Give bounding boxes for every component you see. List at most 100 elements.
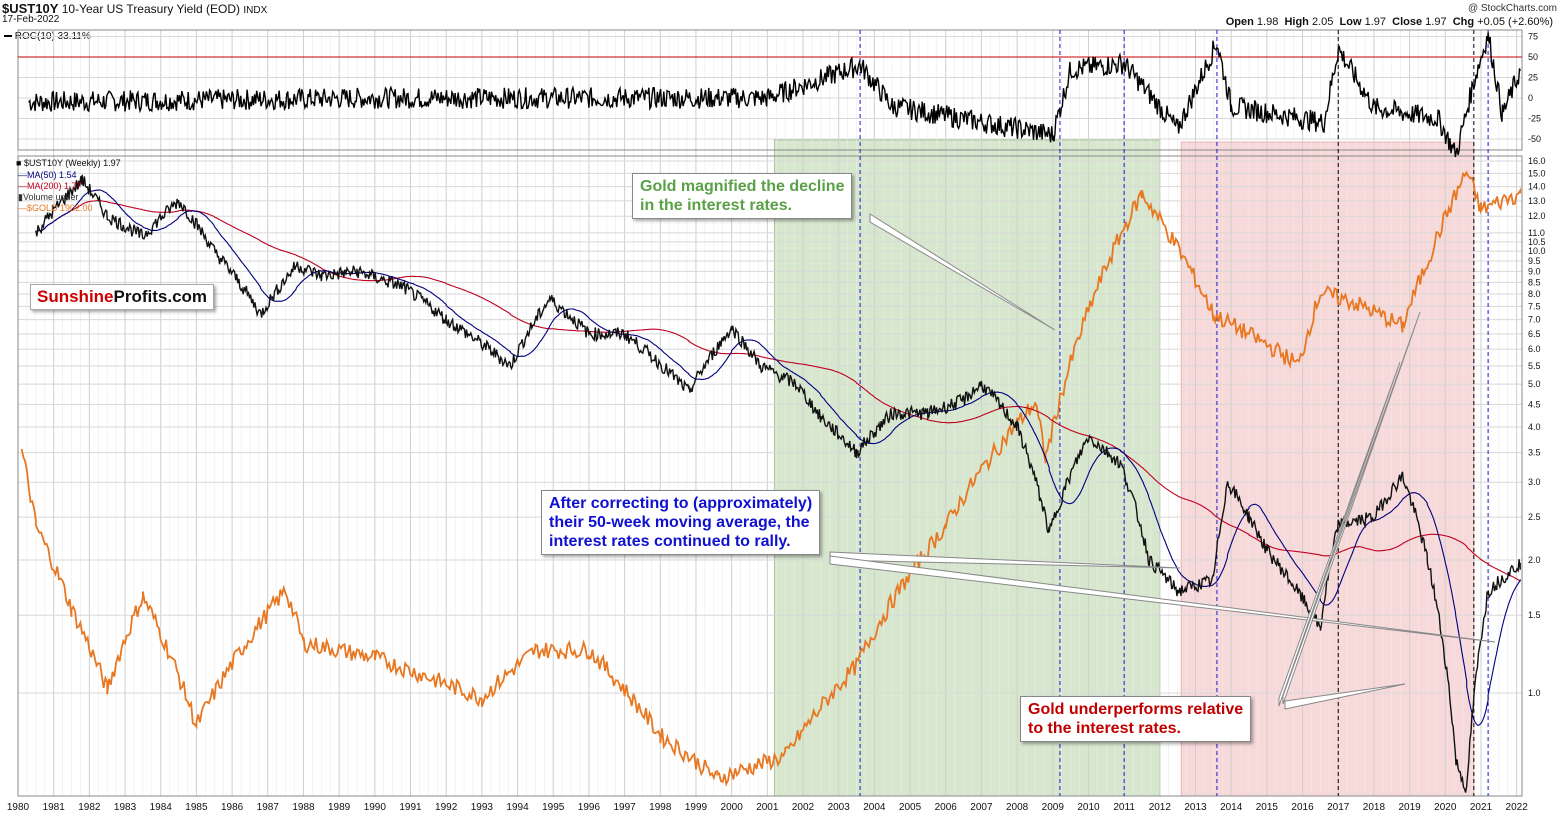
- y-tick-label: 15.0: [1528, 168, 1546, 178]
- y-tick-label: 9.5: [1528, 256, 1541, 266]
- y-tick-label: 2.5: [1528, 512, 1541, 522]
- low-label: Low: [1339, 16, 1362, 28]
- pointer-red-3: [1284, 683, 1406, 710]
- x-tick-label: 2017: [1327, 802, 1350, 813]
- x-tick-label: 1984: [150, 802, 173, 813]
- exchange: INDX: [243, 5, 268, 16]
- ma50-line: [35, 189, 1521, 726]
- y-tick-label: 4.5: [1528, 399, 1541, 409]
- callout-red-line2: to the interest rates.: [1028, 720, 1181, 737]
- ma200-line: [35, 200, 1521, 582]
- symbol-description: 10-Year US Treasury Yield (EOD): [61, 2, 241, 16]
- y-tick-label: 7.0: [1528, 315, 1541, 325]
- callout-red: Gold underperforms relative to the inter…: [1020, 696, 1252, 742]
- x-tick-label: 2016: [1291, 802, 1314, 813]
- y-tick-label: 2.0: [1528, 555, 1541, 565]
- logo-part2: Profits.com: [113, 287, 208, 306]
- callout-green-line2: in the interest rates.: [640, 197, 793, 214]
- callout-green: Gold magnified the decline in the intere…: [632, 173, 853, 219]
- x-tick-label: 1987: [257, 802, 280, 813]
- legend-ma200: —MA(200) 1.77: [18, 181, 82, 191]
- callout-green-line1: Gold magnified the decline: [640, 178, 845, 195]
- x-tick-label: 2004: [863, 802, 886, 813]
- close-label: Close: [1392, 16, 1423, 28]
- x-tick-label: 2019: [1398, 802, 1421, 813]
- x-tick-label: 1988: [292, 802, 315, 813]
- y-tick-label: 11.0: [1528, 228, 1545, 238]
- open-label: Open: [1225, 16, 1254, 28]
- x-tick-label: 2018: [1363, 802, 1386, 813]
- y-tick-label: 1.5: [1528, 610, 1541, 620]
- x-tick-label: 1990: [364, 802, 387, 813]
- x-tick-label: 2012: [1149, 802, 1172, 813]
- axis-ticks: 1980 1981 1982 1983 1984 1985 1986 1987 1988 1989…: [7, 32, 1546, 814]
- y-tick-label: 10.0: [1528, 246, 1546, 256]
- close-value: 1.97: [1425, 16, 1447, 28]
- x-tick-label: 2015: [1256, 802, 1279, 813]
- legend-gold: —$GOLD 1902.00: [18, 203, 93, 213]
- x-tick-label: 1998: [649, 802, 672, 813]
- roc-tick-label: 50: [1528, 52, 1538, 62]
- x-tick-label: 2005: [899, 802, 922, 813]
- callout-blue-line3: interest rates continued to rally.: [549, 533, 791, 550]
- x-tick-label: 1982: [78, 802, 101, 813]
- pointer-red-1: [1282, 311, 1421, 705]
- ohlc-readout: Open 1.98 High 2.05 Low 1.97 Close 1.97 …: [1226, 16, 1553, 28]
- logo-part1: Sunshine: [37, 287, 114, 306]
- legend-gold-text: $GOLD 1902.00: [27, 203, 93, 213]
- ust10y-line: [35, 174, 1521, 793]
- x-tick-label: 2000: [721, 802, 744, 813]
- y-tick-label: 5.0: [1528, 379, 1541, 389]
- x-tick-label: 2022: [1506, 802, 1529, 813]
- x-tick-label: 2001: [756, 802, 779, 813]
- y-tick-label: 16.0: [1528, 156, 1546, 166]
- y-tick-label: 7.5: [1528, 301, 1541, 311]
- low-value: 1.97: [1364, 16, 1386, 28]
- pointer-green: [869, 213, 1056, 331]
- x-tick-label: 2020: [1434, 802, 1457, 813]
- panel-frames: [17, 29, 1523, 797]
- y-tick-label: 3.0: [1528, 477, 1541, 487]
- y-tick-label: 13.0: [1528, 196, 1546, 206]
- x-tick-label: 2010: [1077, 802, 1100, 813]
- x-tick-label: 1995: [542, 802, 565, 813]
- y-tick-label: 10.5: [1528, 237, 1546, 247]
- callout-blue: After correcting to (approximately) thei…: [541, 490, 821, 555]
- sunshine-profits-logo: SunshineProfits.com: [30, 284, 215, 310]
- x-tick-label: 2003: [828, 802, 851, 813]
- x-tick-label: 1997: [613, 802, 636, 813]
- roc-panel-frame: [17, 29, 1523, 151]
- y-tick-label: 6.0: [1528, 344, 1541, 354]
- symbol: $UST10Y: [2, 1, 59, 16]
- y-tick-label: 12.0: [1528, 211, 1546, 221]
- roc10-line: [28, 32, 1521, 158]
- x-tick-label: 1996: [578, 802, 601, 813]
- main-panel-frame: [17, 155, 1523, 797]
- pointer-blue-2: [829, 555, 1496, 643]
- x-tick-label: 1983: [114, 802, 137, 813]
- chg-label: Chg: [1452, 16, 1475, 28]
- event-vertical-lines: [859, 30, 1489, 796]
- legend-ma50-text: MA(50) 1.54: [27, 170, 77, 180]
- callout-blue-line2: their 50-week moving average, the: [549, 514, 810, 531]
- roc-tick-label: -25: [1528, 114, 1541, 124]
- x-tick-label: 1989: [328, 802, 351, 813]
- x-tick-label: 1999: [685, 802, 708, 813]
- x-tick-label: 2021: [1470, 802, 1493, 813]
- callout-red-line1: Gold underperforms relative: [1028, 701, 1244, 718]
- callout-blue-line1: After correcting to (approximately): [549, 495, 813, 512]
- x-tick-label: 1986: [221, 802, 244, 813]
- chart-date: 17-Feb-2022: [2, 14, 60, 25]
- x-tick-label: 2014: [1220, 802, 1243, 813]
- x-tick-label: 1980: [7, 802, 30, 813]
- y-tick-label: 6.5: [1528, 329, 1541, 339]
- roc-tick-label: -50: [1528, 134, 1541, 144]
- legend-ma200-text: MA(200) 1.77: [27, 181, 82, 191]
- grid-lines: [17, 30, 1522, 796]
- x-tick-label: 2009: [1042, 802, 1065, 813]
- y-tick-label: 1.0: [1528, 688, 1541, 698]
- legend-ust-text: $UST10Y (Weekly) 1.97: [23, 158, 121, 168]
- x-tick-label: 2006: [935, 802, 958, 813]
- y-tick-label: 4.0: [1528, 422, 1541, 432]
